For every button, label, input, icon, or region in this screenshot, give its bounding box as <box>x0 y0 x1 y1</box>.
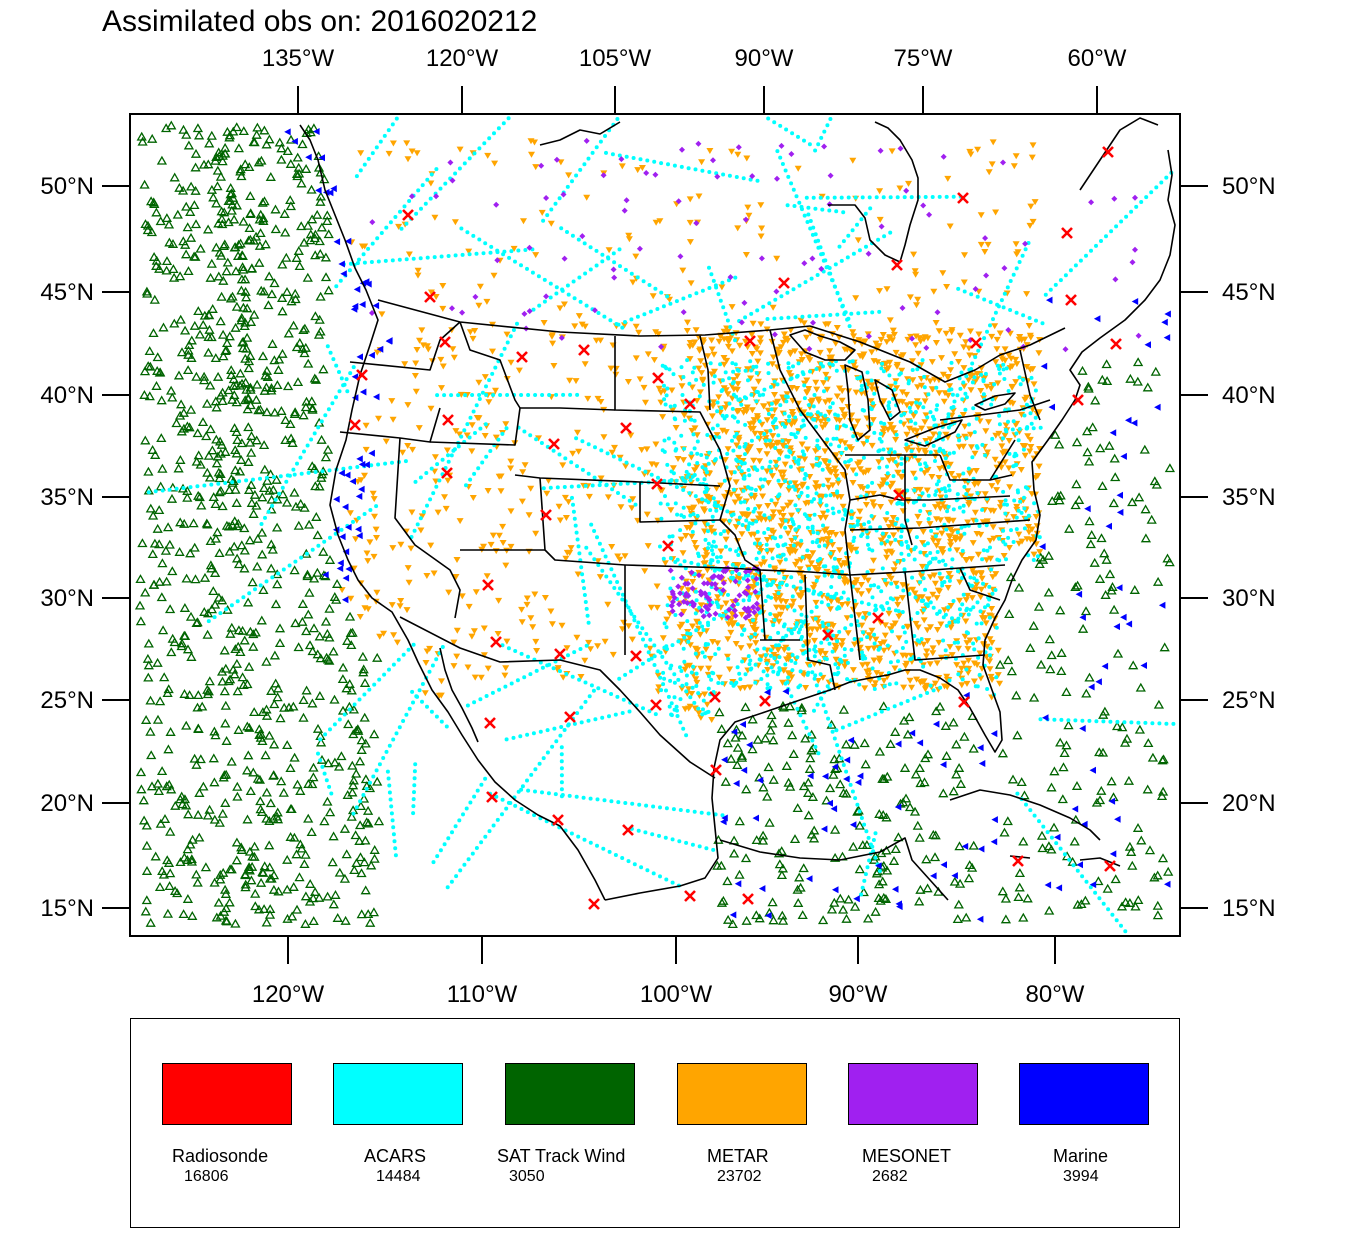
right-lat-label: 20°N <box>1222 790 1276 817</box>
legend: Radiosonde 16806 ACARS 14484 SAT Track W… <box>130 1018 1180 1228</box>
legend-swatch <box>505 1063 635 1125</box>
bottom-lon-label: 80°W <box>1026 981 1085 1008</box>
map-frame <box>129 113 1181 937</box>
observation-map[interactable]: 135°W 120°W 105°W 90°W 75°W 60°W 120°W 1… <box>0 0 1350 1010</box>
top-lon-label: 75°W <box>894 45 953 72</box>
legend-label: METAR <box>707 1146 769 1166</box>
left-lat-label: 45°N <box>40 279 94 306</box>
map-title: Assimilated obs on: 2016020212 <box>102 5 538 38</box>
right-lat-label: 30°N <box>1222 585 1276 612</box>
legend-item-metar[interactable]: METAR 23702 <box>677 1063 847 1203</box>
marine-layer <box>284 128 1171 923</box>
left-lat-label: 15°N <box>40 895 94 922</box>
bottom-lon-label: 110°W <box>447 981 518 1008</box>
top-lon-label: 60°W <box>1068 45 1127 72</box>
left-lat-label: 30°N <box>40 585 94 612</box>
right-lat-label: 45°N <box>1222 279 1276 306</box>
legend-swatch <box>333 1063 463 1125</box>
legend-count: 3050 <box>509 1168 545 1185</box>
sat-track-wind-layer <box>134 120 1176 929</box>
legend-item-radiosonde[interactable]: Radiosonde 16806 <box>162 1063 332 1203</box>
legend-item-mesonet[interactable]: MESONET 2682 <box>848 1063 1018 1203</box>
legend-label: Marine <box>1053 1146 1109 1166</box>
top-lon-label: 90°W <box>735 45 794 72</box>
right-lat-label: 25°N <box>1222 687 1276 714</box>
legend-item-marine[interactable]: Marine 3994 <box>1019 1063 1189 1203</box>
radiosonde-layer <box>349 146 1122 910</box>
legend-label: Radiosonde <box>172 1146 269 1166</box>
legend-swatch <box>162 1063 292 1125</box>
left-lat-label: 25°N <box>40 687 94 714</box>
right-lat-label: 35°N <box>1222 484 1276 511</box>
legend-item-acars[interactable]: ACARS 14484 <box>333 1063 503 1203</box>
legend-count: 23702 <box>717 1168 762 1185</box>
left-lat-label: 20°N <box>40 790 94 817</box>
left-lat-label: 40°N <box>40 382 94 409</box>
legend-label: ACARS <box>364 1146 427 1166</box>
legend-count: 14484 <box>376 1168 421 1185</box>
legend-count: 16806 <box>184 1168 229 1185</box>
acars-layer <box>146 116 1176 934</box>
legend-swatch <box>677 1063 807 1125</box>
legend-label: SAT Track Wind <box>497 1146 626 1166</box>
mesonet-layer <box>369 137 1142 621</box>
legend-label: MESONET <box>862 1146 952 1166</box>
right-lat-label: 40°N <box>1222 382 1276 409</box>
bottom-lon-label: 100°W <box>640 981 713 1008</box>
legend-swatch <box>1019 1063 1149 1125</box>
legend-count: 2682 <box>872 1168 908 1185</box>
right-lat-label: 15°N <box>1222 895 1276 922</box>
top-lon-label: 135°W <box>262 45 335 72</box>
top-lon-label: 105°W <box>579 45 652 72</box>
coastlines-and-borders <box>299 117 1176 901</box>
legend-item-sat-track-wind[interactable]: SAT Track Wind 3050 <box>497 1063 675 1203</box>
axis-ticks <box>102 86 1208 964</box>
bottom-lon-label: 90°W <box>829 981 888 1008</box>
left-lat-label: 35°N <box>40 484 94 511</box>
bottom-lon-label: 120°W <box>252 981 325 1008</box>
left-lat-label: 50°N <box>40 173 94 200</box>
legend-count: 3994 <box>1063 1168 1099 1185</box>
top-lon-label: 120°W <box>426 45 499 72</box>
legend-swatch <box>848 1063 978 1125</box>
right-lat-label: 50°N <box>1222 173 1276 200</box>
